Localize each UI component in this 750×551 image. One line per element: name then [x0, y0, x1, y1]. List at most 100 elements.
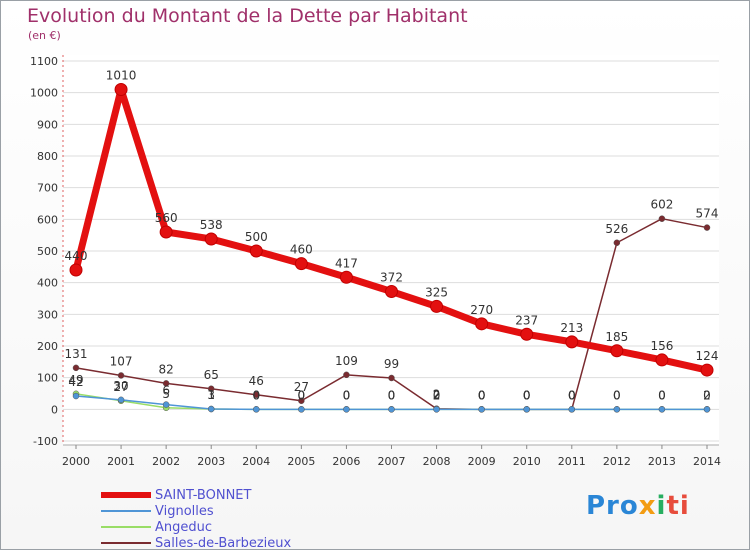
data-point: [610, 344, 624, 358]
logo-part: Pro: [586, 491, 639, 521]
y-tick-label: 200: [37, 340, 58, 353]
x-tick-label: 2011: [558, 455, 586, 468]
data-point: [114, 83, 128, 96]
y-tick-label: 100: [37, 372, 58, 385]
data-point: [520, 327, 534, 341]
data-label: 0: [252, 388, 260, 402]
data-point: [385, 285, 398, 299]
data-point: [72, 392, 80, 400]
x-tick-label: 2013: [648, 455, 676, 468]
data-label: 574: [696, 207, 719, 221]
data-label: 0: [658, 388, 666, 402]
x-tick-label: 2010: [513, 455, 541, 468]
legend: SAINT-BONNET Vignolles Angeduc Salles-de…: [101, 487, 291, 551]
data-point: [117, 396, 125, 404]
proxiti-logo[interactable]: Proxiti: [586, 491, 690, 521]
legend-label: Angeduc: [155, 519, 213, 535]
data-label: 46: [249, 374, 264, 388]
data-label: 5: [162, 387, 170, 401]
legend-swatch: [101, 526, 151, 528]
x-tick-label: 2006: [332, 455, 360, 468]
data-point: [207, 405, 215, 413]
data-point: [294, 257, 308, 271]
data-point: [253, 406, 260, 413]
legend-swatch: [101, 542, 151, 544]
data-point: [343, 406, 350, 413]
data-point: [658, 406, 666, 413]
data-label: 602: [650, 198, 673, 212]
y-tick-label: 1100: [30, 55, 58, 68]
y-tick-label: 500: [37, 245, 58, 258]
data-label: 325: [425, 285, 448, 299]
data-point: [523, 406, 530, 413]
data-point: [72, 364, 80, 372]
data-point: [478, 406, 485, 413]
data-label: 99: [384, 357, 399, 371]
data-point: [343, 371, 350, 379]
data-label: 0: [298, 388, 306, 402]
data-point: [249, 244, 263, 258]
y-tick-label: 800: [37, 150, 58, 163]
x-tick-label: 2002: [152, 455, 180, 468]
x-tick-label: 2007: [378, 455, 406, 468]
data-label: 27: [294, 380, 309, 394]
data-label: 0: [568, 388, 576, 402]
data-label: 0: [478, 388, 486, 402]
data-label: 107: [110, 354, 133, 368]
data-point: [703, 406, 711, 413]
data-point: [204, 232, 218, 246]
data-label: 372: [380, 271, 403, 285]
data-point: [475, 317, 489, 331]
data-point: [298, 397, 305, 405]
data-label: 27: [113, 380, 128, 394]
x-tick-label: 2012: [603, 455, 631, 468]
y-tick-label: 400: [37, 277, 58, 290]
x-tick-label: 2001: [107, 455, 135, 468]
legend-label: Salles-de-Barbezieux: [155, 535, 292, 551]
data-label: 0: [568, 388, 576, 402]
data-point: [388, 406, 395, 413]
legend-label: Vignolles: [155, 503, 214, 519]
logo-part: ti: [666, 491, 690, 521]
data-point: [162, 380, 170, 387]
data-label: 0: [613, 388, 621, 402]
logo-part: i: [656, 491, 667, 521]
data-point: [207, 385, 215, 392]
data-point: [430, 299, 444, 313]
data-label: 124: [696, 349, 719, 363]
y-tick-label: -100: [33, 435, 58, 448]
data-label: 0: [298, 388, 306, 402]
data-label: 2: [433, 388, 441, 402]
data-label: 0: [388, 388, 396, 402]
data-label: 0: [478, 388, 486, 402]
y-tick-label: 1000: [30, 87, 58, 100]
data-label: 0: [252, 388, 260, 402]
x-tick-label: 2003: [197, 455, 225, 468]
data-point: [613, 239, 621, 247]
data-label: 65: [204, 368, 219, 382]
data-label: 131: [65, 347, 88, 361]
legend-swatch: [101, 510, 151, 512]
data-point: [69, 263, 83, 277]
data-label: 0: [523, 388, 531, 402]
y-tick-label: 700: [37, 182, 58, 195]
data-label: 2: [433, 388, 441, 402]
data-label: 0: [523, 388, 531, 402]
data-label: 500: [245, 230, 268, 244]
legend-item-salles-de-barbezieux: Salles-de-Barbezieux: [101, 535, 291, 551]
data-label: 0: [703, 388, 711, 402]
data-label: 237: [515, 313, 538, 327]
data-label: 560: [155, 211, 178, 225]
data-label: 82: [159, 362, 174, 376]
data-point: [703, 224, 711, 231]
data-point: [253, 391, 260, 399]
data-point: [117, 372, 125, 379]
data-point: [339, 270, 353, 284]
data-label: 417: [335, 256, 358, 270]
data-label: 6: [162, 384, 170, 398]
data-label: 526: [605, 222, 628, 236]
x-tick-label: 2014: [693, 455, 721, 468]
legend-item-angeduc: Angeduc: [101, 519, 291, 535]
data-label: 538: [200, 218, 223, 232]
